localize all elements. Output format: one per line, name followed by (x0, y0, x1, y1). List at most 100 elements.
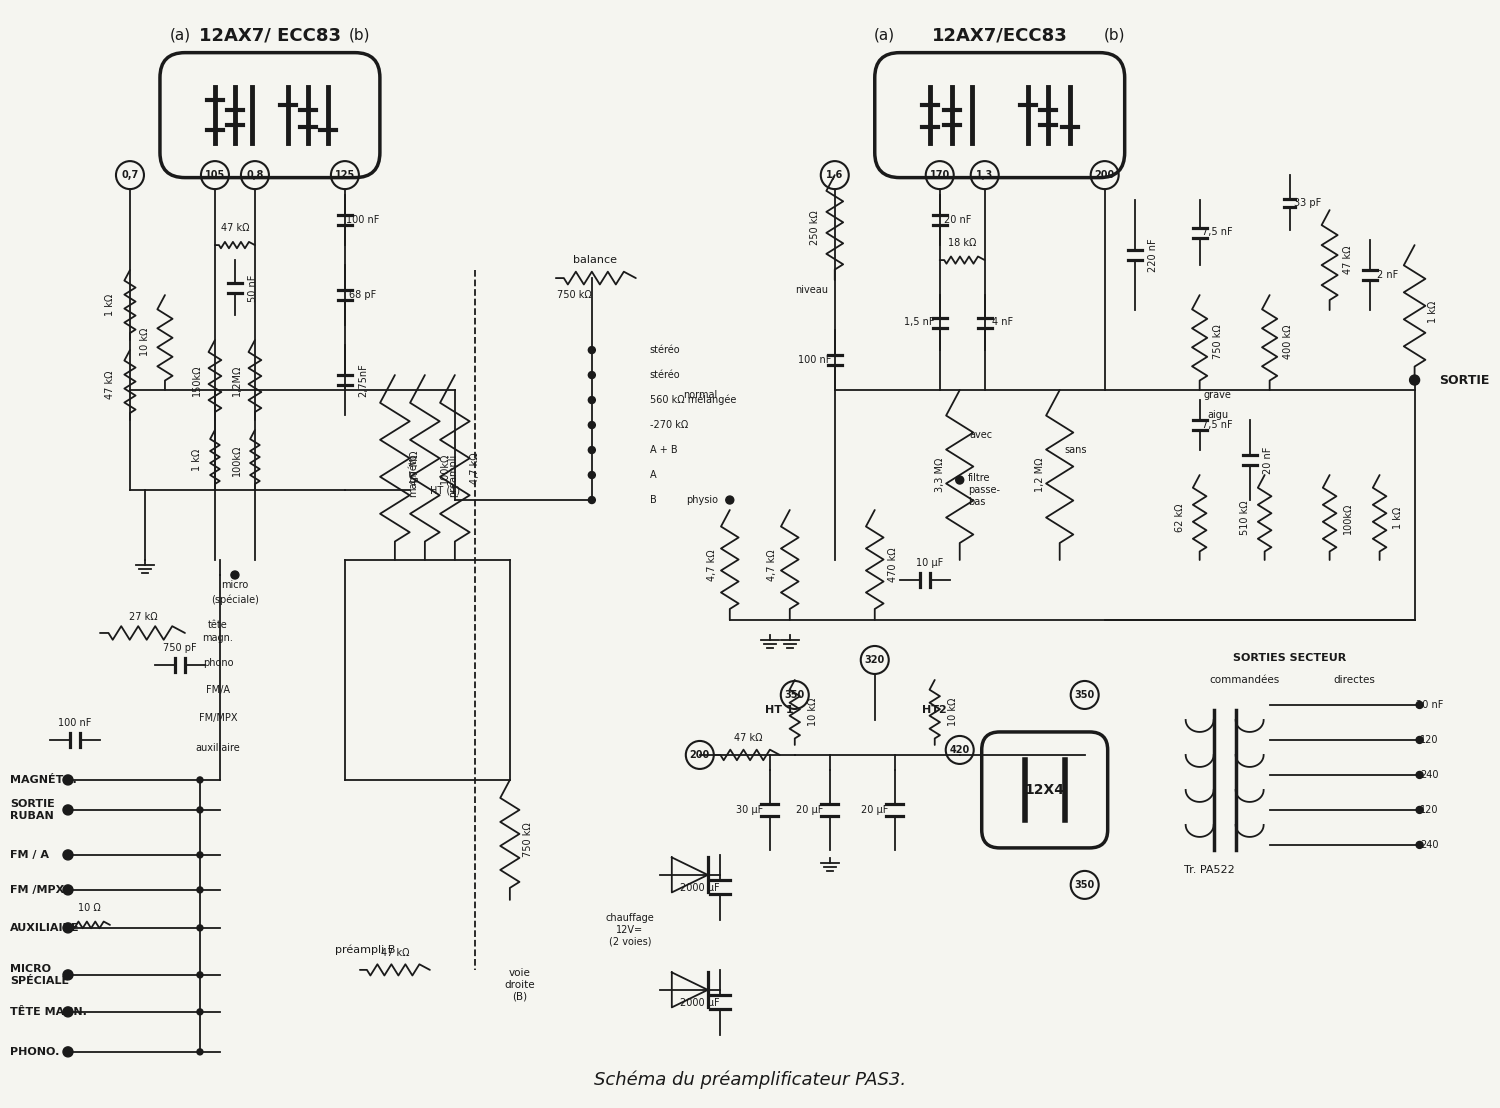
Text: 1,2MΩ: 1,2MΩ (232, 365, 242, 396)
Text: 1 kΩ: 1 kΩ (1392, 506, 1402, 530)
Text: (b): (b) (1104, 28, 1125, 42)
Text: auxiliaire: auxiliaire (195, 743, 240, 753)
Text: 4,7 kΩ: 4,7 kΩ (470, 452, 480, 484)
Text: 1,6: 1,6 (827, 171, 843, 181)
Circle shape (1416, 841, 1424, 849)
Text: 62 kΩ: 62 kΩ (1174, 504, 1185, 532)
Text: 2000 µF: 2000 µF (680, 998, 720, 1008)
Text: 47 kΩ: 47 kΩ (381, 947, 410, 958)
Circle shape (196, 807, 202, 813)
Text: 125: 125 (334, 171, 356, 181)
Text: 510 kΩ: 510 kΩ (1239, 501, 1250, 535)
Text: 1,5 nF: 1,5 nF (904, 317, 934, 327)
Circle shape (588, 496, 596, 503)
Text: MAGNÉTO.: MAGNÉTO. (10, 774, 76, 784)
Text: 750 kΩ: 750 kΩ (1212, 325, 1222, 359)
Text: FM / A: FM / A (10, 850, 50, 860)
Text: 2 nF: 2 nF (1377, 270, 1398, 280)
Circle shape (1416, 701, 1424, 708)
Text: 1 kΩ: 1 kΩ (192, 449, 202, 471)
Text: 420: 420 (950, 745, 970, 755)
Circle shape (1416, 807, 1424, 813)
Text: Schéma du préamplificateur PAS3.: Schéma du préamplificateur PAS3. (594, 1070, 906, 1089)
Circle shape (588, 397, 596, 403)
Text: 2000 µF: 2000 µF (680, 883, 720, 893)
Text: A: A (650, 470, 657, 480)
Circle shape (63, 970, 74, 979)
Text: MICRO
SPÉCIALE: MICRO SPÉCIALE (10, 964, 69, 986)
Text: 12AX7/ECC83: 12AX7/ECC83 (932, 27, 1068, 44)
Text: magnéto: magnéto (408, 453, 419, 496)
Text: 20 nF: 20 nF (1263, 447, 1272, 474)
Text: 4 nF: 4 nF (992, 317, 1014, 327)
Text: préampli: préampli (447, 453, 458, 496)
Circle shape (63, 885, 74, 895)
Text: 20 nF: 20 nF (944, 215, 972, 225)
Text: 27 kΩ: 27 kΩ (129, 612, 158, 622)
Circle shape (196, 852, 202, 858)
Text: SORTIE: SORTIE (1440, 373, 1490, 387)
Text: 0,7: 0,7 (122, 171, 138, 181)
Text: HT (1): HT (1) (430, 485, 460, 495)
Text: 470 kΩ: 470 kΩ (888, 547, 897, 583)
Circle shape (1416, 771, 1424, 779)
Text: 250 kΩ: 250 kΩ (810, 211, 820, 246)
Text: sans: sans (1065, 445, 1088, 455)
Text: 10 kΩ: 10 kΩ (948, 698, 957, 726)
Text: 10 µF: 10 µF (916, 558, 944, 568)
Text: (a): (a) (874, 28, 896, 42)
Text: physio: physio (686, 495, 718, 505)
Circle shape (956, 476, 963, 484)
Text: 750 kΩ: 750 kΩ (524, 822, 532, 858)
Text: 4,7 MΩ: 4,7 MΩ (410, 451, 420, 485)
Text: 100 nF: 100 nF (346, 215, 380, 225)
Text: 120: 120 (1420, 804, 1438, 814)
Text: filtre
passe-
bas: filtre passe- bas (968, 473, 999, 506)
Text: 3,3 MΩ: 3,3 MΩ (934, 458, 945, 492)
Text: 200: 200 (690, 750, 709, 760)
Circle shape (588, 447, 596, 453)
Text: 18 kΩ: 18 kΩ (948, 238, 976, 248)
Text: 240: 240 (1420, 770, 1438, 780)
Circle shape (588, 347, 596, 353)
Circle shape (63, 1007, 74, 1017)
Text: préampli B: préampli B (334, 945, 394, 955)
Text: 100kΩ: 100kΩ (232, 444, 242, 475)
Text: voie
droite
(B): voie droite (B) (504, 968, 536, 1002)
Text: 47 kΩ: 47 kΩ (1342, 246, 1353, 275)
Text: niveau: niveau (795, 285, 828, 295)
Text: HT 1: HT 1 (765, 705, 794, 715)
Text: 20 µF: 20 µF (796, 804, 824, 814)
Text: stéréo: stéréo (650, 345, 681, 355)
Circle shape (196, 777, 202, 783)
Circle shape (196, 1009, 202, 1015)
Text: 7,5 nF: 7,5 nF (1203, 420, 1233, 430)
Text: -270 kΩ: -270 kΩ (650, 420, 688, 430)
Text: 10 kΩ: 10 kΩ (808, 698, 818, 726)
Text: 10 Ω: 10 Ω (78, 903, 101, 913)
Text: 100 nF: 100 nF (798, 355, 831, 365)
Text: 100 nF: 100 nF (58, 718, 92, 728)
Text: SORTIE
RUBAN: SORTIE RUBAN (10, 799, 54, 821)
Text: 560 kΩ mélangée: 560 kΩ mélangée (650, 394, 736, 406)
Text: aigu: aigu (1208, 410, 1228, 420)
Text: PHONO.: PHONO. (10, 1047, 60, 1057)
Text: 750 pF: 750 pF (164, 643, 196, 653)
Circle shape (588, 472, 596, 479)
Text: 47 kΩ: 47 kΩ (105, 371, 116, 399)
Circle shape (196, 972, 202, 978)
Circle shape (588, 421, 596, 429)
Circle shape (196, 925, 202, 931)
Text: commandées: commandées (1209, 675, 1280, 685)
Text: FM /MPX: FM /MPX (10, 885, 64, 895)
Text: 20 nF: 20 nF (1416, 700, 1443, 710)
Circle shape (1410, 375, 1419, 386)
Text: 7,5 nF: 7,5 nF (1203, 227, 1233, 237)
Text: AUXILIAIRE: AUXILIAIRE (10, 923, 80, 933)
Circle shape (63, 850, 74, 860)
Text: avec: avec (969, 430, 993, 440)
Text: 30 µF: 30 µF (736, 804, 764, 814)
Text: 350: 350 (1074, 880, 1095, 890)
Text: micro: micro (222, 579, 249, 589)
Text: 68 pF: 68 pF (350, 290, 376, 300)
